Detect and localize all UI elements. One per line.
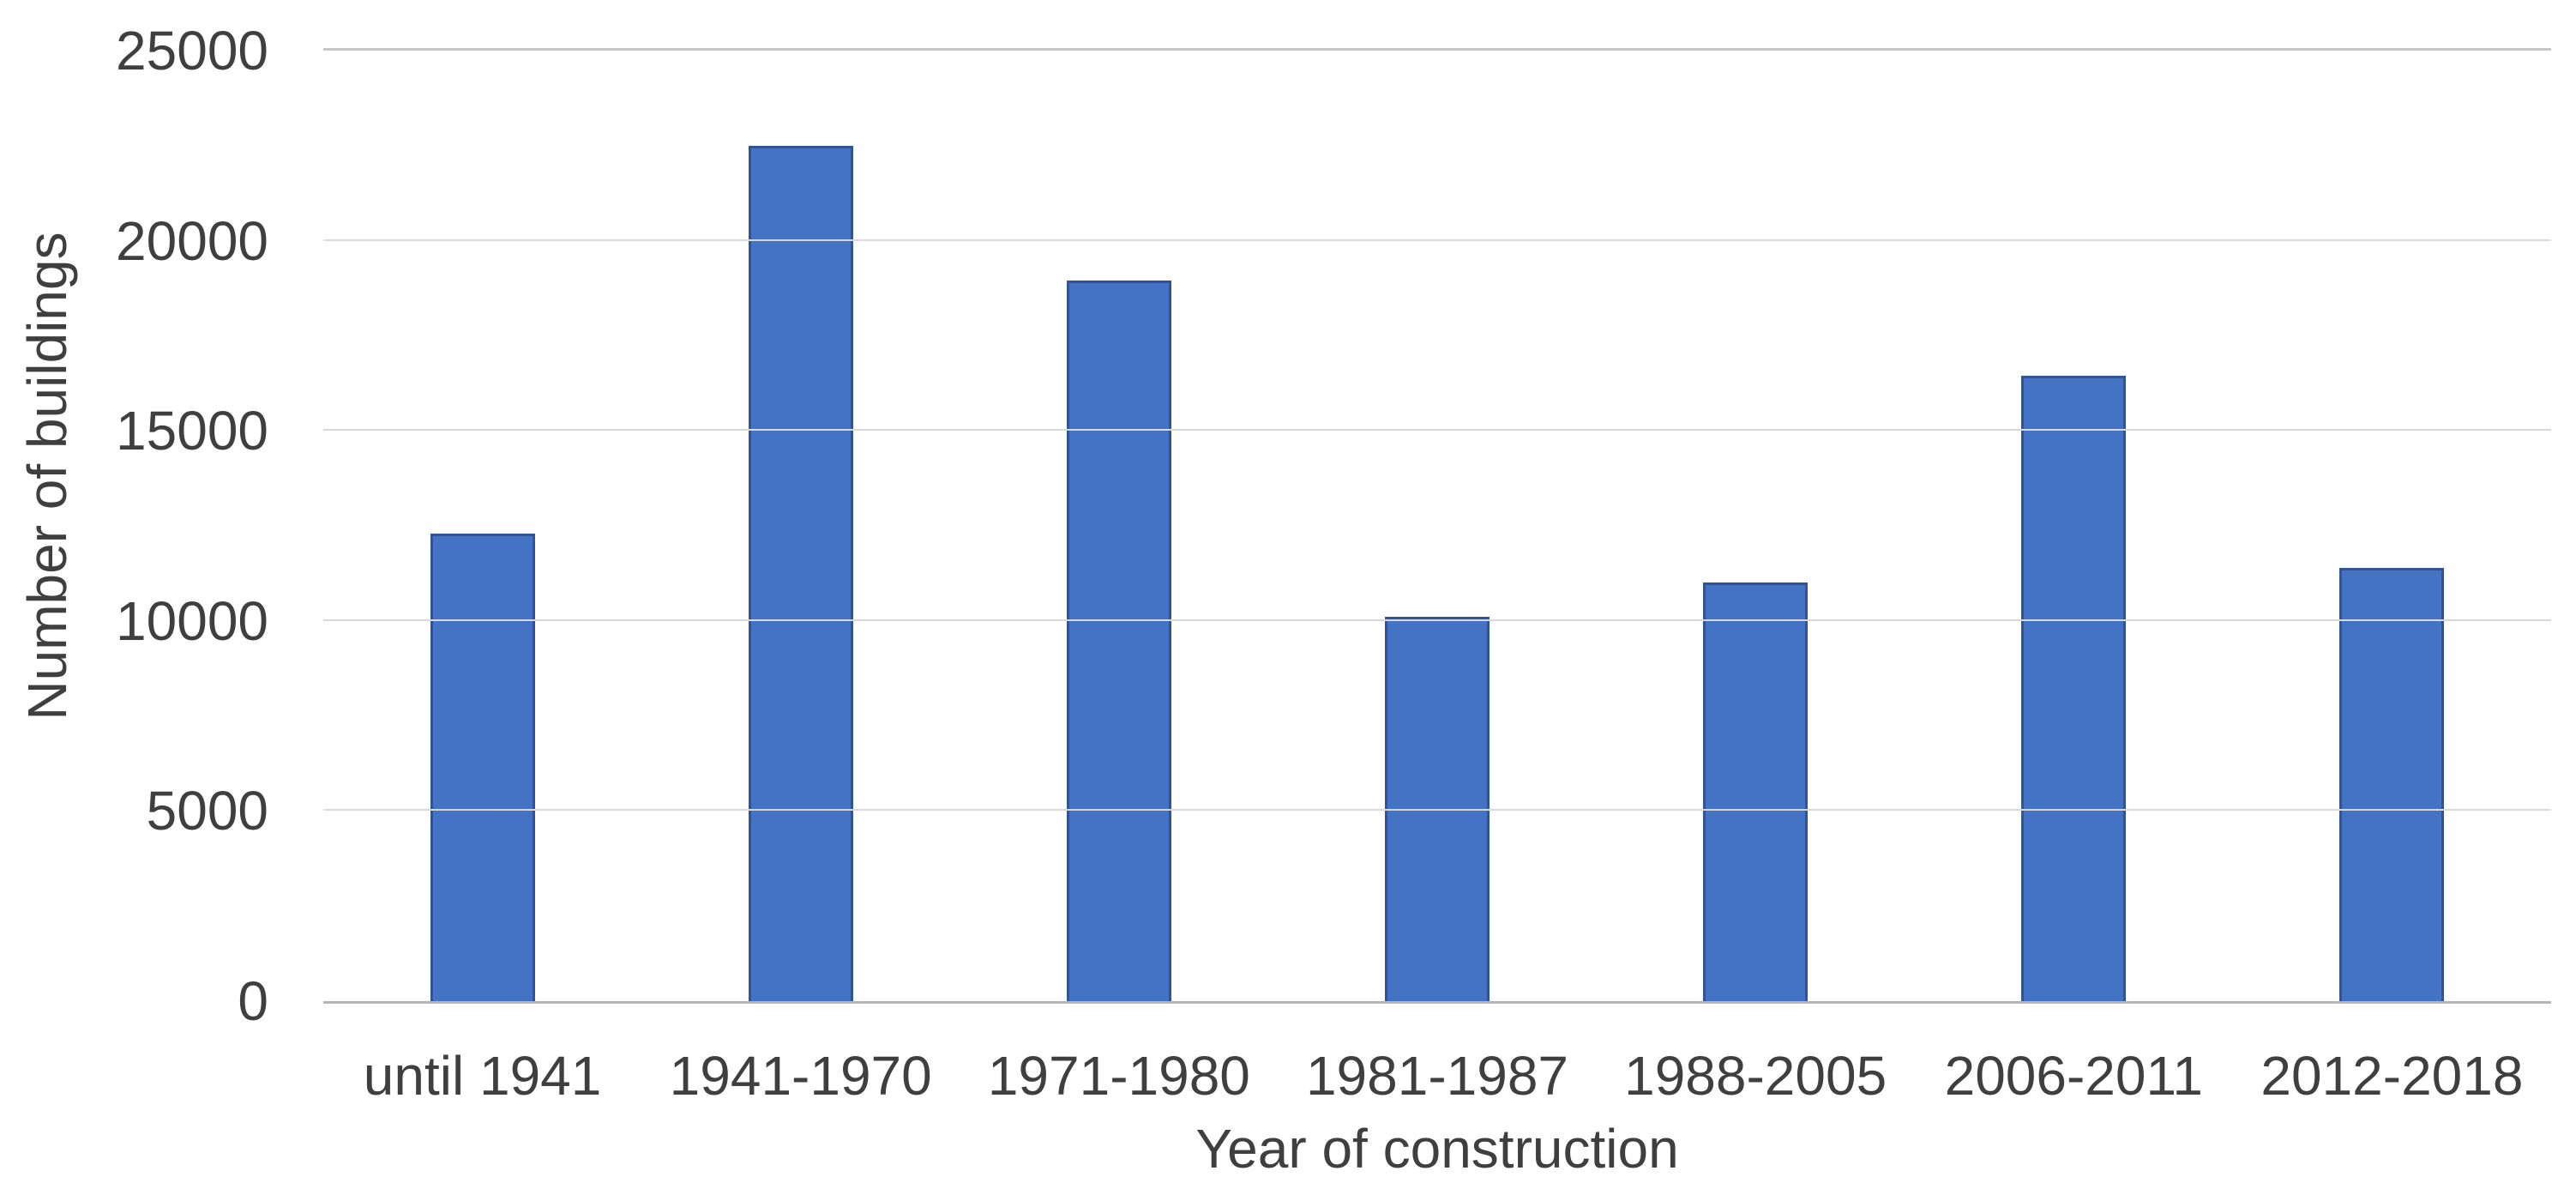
y-tick-label-15000: 15000	[116, 400, 268, 462]
bar-slot	[2233, 51, 2551, 1001]
y-tick-label-25000: 25000	[116, 20, 268, 81]
y-tick-label-5000: 5000	[146, 780, 268, 842]
x-tick-label-1981-1987: 1981-1987	[1305, 1045, 1569, 1107]
x-tick-label-until-1941: until 1941	[363, 1045, 602, 1107]
y-tick-label-20000: 20000	[116, 209, 268, 272]
bar-2006-2011	[2021, 375, 2127, 1001]
x-tick-label-1941-1970: 1941-1970	[669, 1045, 932, 1107]
bars-row	[323, 51, 2551, 1001]
x-tick-label-2006-2011: 2006-2011	[1944, 1045, 2203, 1107]
gridline-5000	[323, 809, 2551, 812]
y-tick-label-0: 0	[238, 970, 268, 1032]
plot-area: 0 5000 10000 15000 20000 25000	[116, 23, 2551, 1029]
bar-1981-1987	[1384, 617, 1490, 1001]
bar-slot	[1278, 51, 1596, 1001]
bar-slot	[1597, 51, 1915, 1001]
x-tick-label-1988-2005: 1988-2005	[1624, 1045, 1887, 1107]
y-axis-title: Number of buildings	[16, 232, 78, 721]
bar-1941-1970	[748, 145, 853, 1001]
x-tick-label-2012-2018: 2012-2018	[2260, 1045, 2524, 1107]
gridline-25000	[323, 48, 2551, 51]
bar-slot	[323, 51, 641, 1001]
x-tick-label-1971-1980: 1971-1980	[987, 1045, 1250, 1107]
y-tick-label-10000: 10000	[116, 589, 268, 652]
bar-slot	[960, 51, 1278, 1001]
bar-2012-2018	[2339, 567, 2445, 1001]
x-axis-title: Year of construction	[1195, 1118, 1679, 1180]
x-axis-tick-labels: until 1941 1941-1970 1971-1980 1981-1987 198…	[323, 1040, 2551, 1112]
bar-until-1941	[430, 533, 535, 1001]
bar-1971-1980	[1066, 281, 1171, 1001]
bar-slot	[1915, 51, 2233, 1001]
gridline-15000	[323, 429, 2551, 432]
bar-slot	[641, 51, 960, 1001]
gridline-20000	[323, 238, 2551, 241]
bar-1988-2005	[1703, 582, 1809, 1001]
gridline-10000	[323, 619, 2551, 621]
